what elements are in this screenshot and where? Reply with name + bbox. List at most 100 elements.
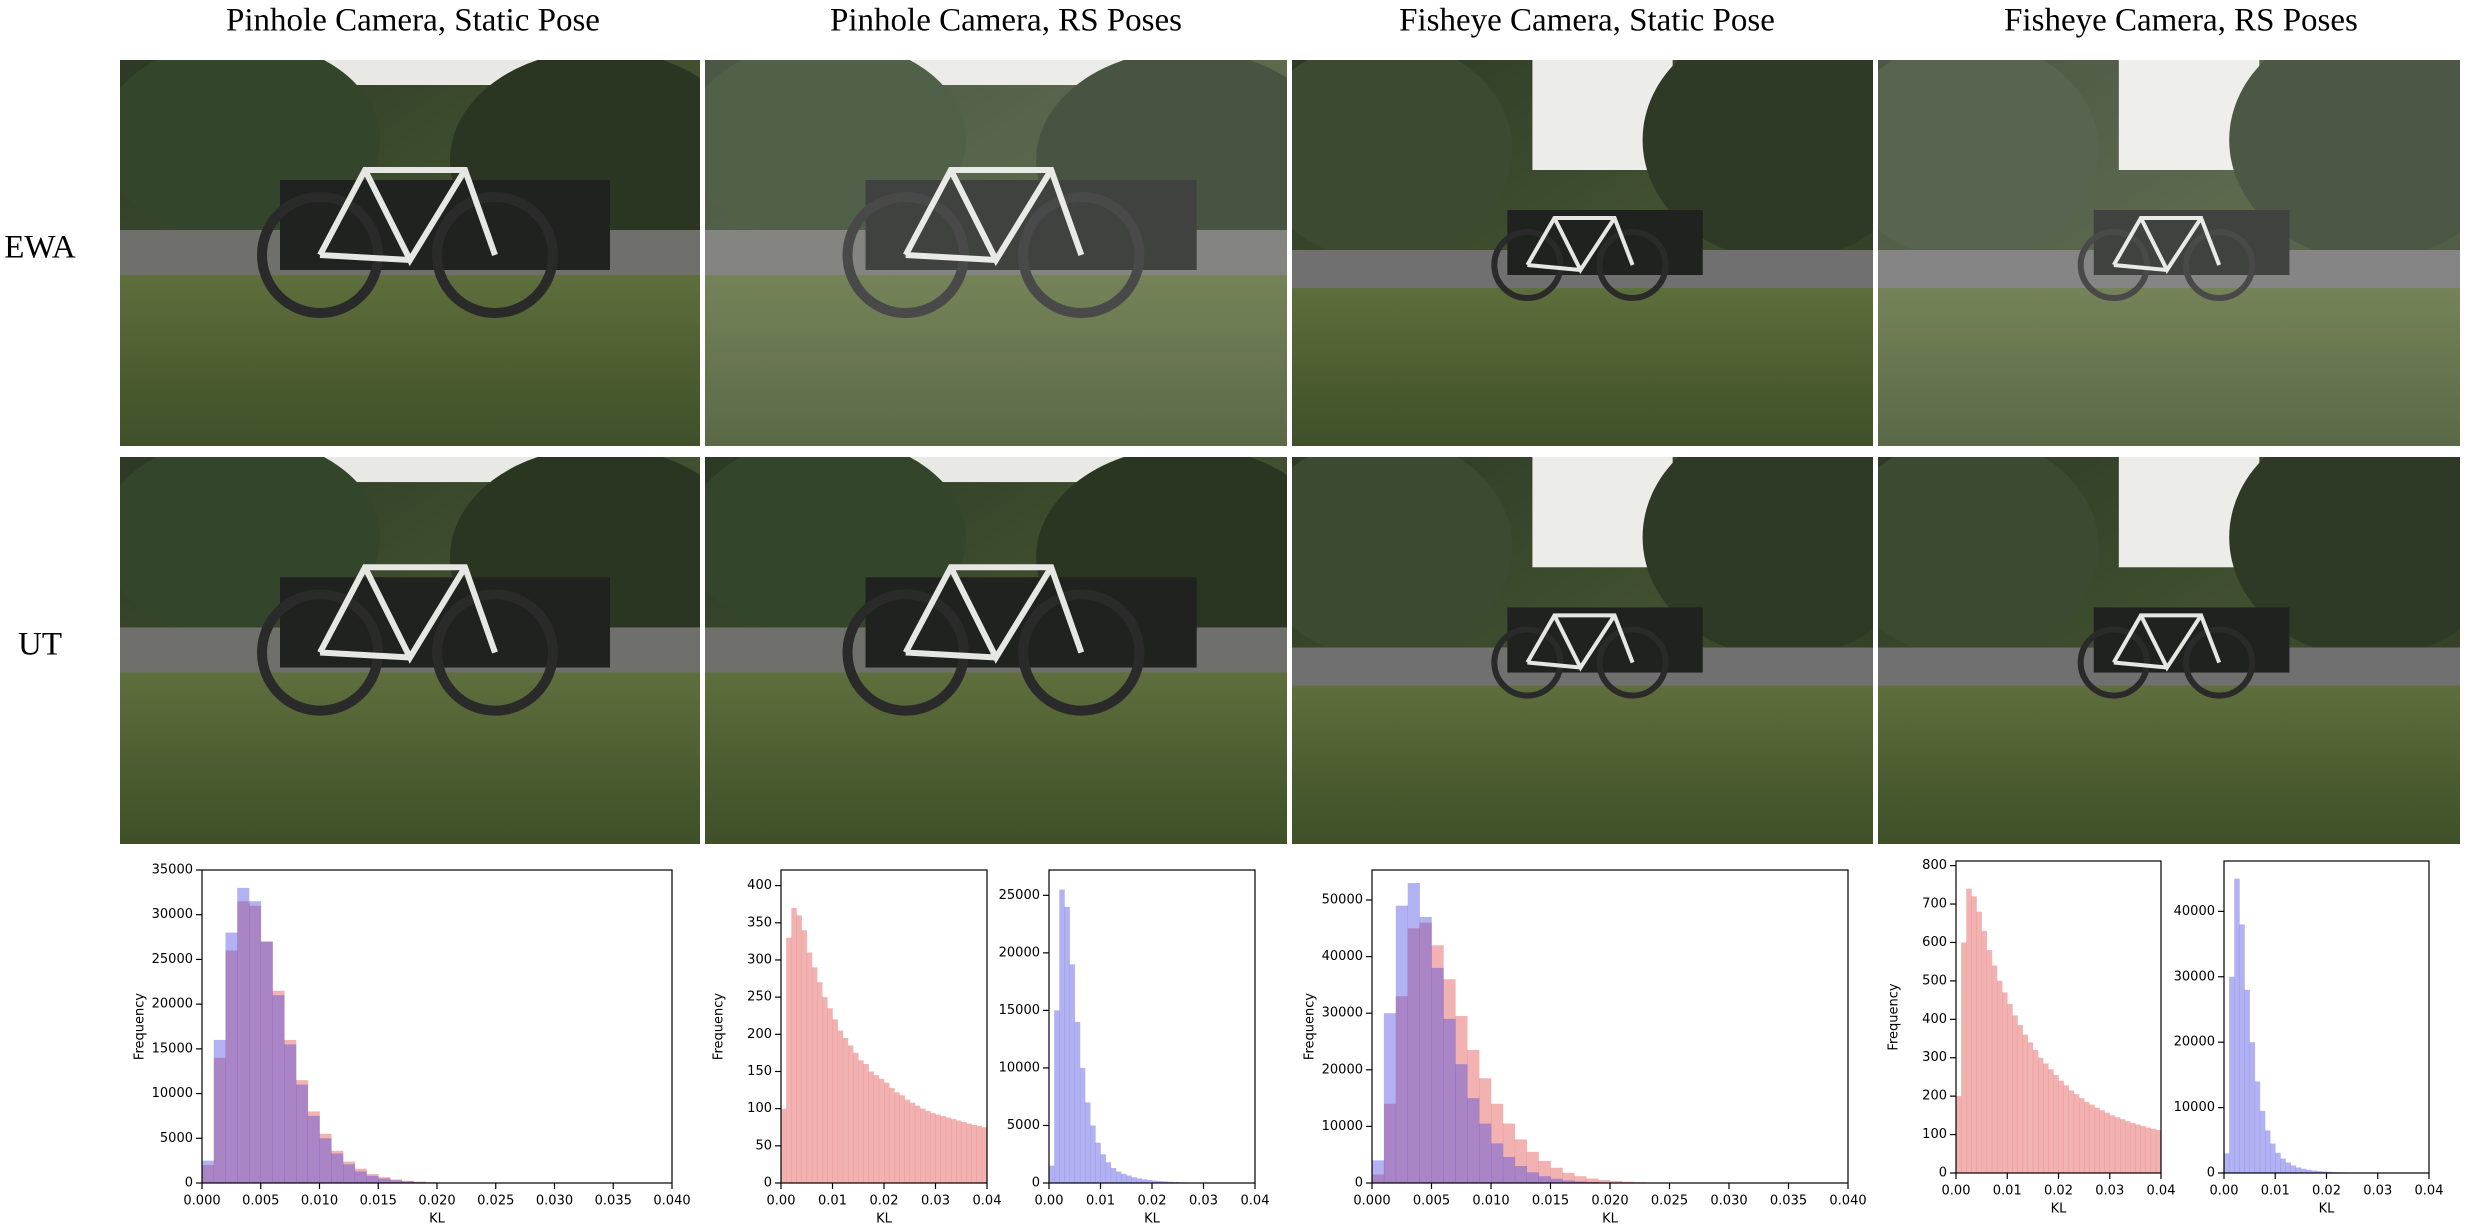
y-tick-label: 30000 bbox=[152, 907, 193, 922]
histogram-bar bbox=[1976, 911, 1982, 1173]
histogram-bar bbox=[1586, 1178, 1599, 1183]
histogram-bar bbox=[1167, 1181, 1173, 1183]
histogram-bar bbox=[1961, 942, 1967, 1173]
histogram-bar bbox=[2053, 1075, 2059, 1173]
render-image bbox=[1838, 417, 2472, 844]
histogram-bar bbox=[1598, 1180, 1611, 1183]
x-tick-label: 0.020 bbox=[1591, 1194, 1628, 1209]
x-tick-label: 0.01 bbox=[818, 1194, 847, 1209]
histogram-bar bbox=[237, 887, 250, 1183]
y-axis-label: Frequency bbox=[712, 993, 727, 1060]
histogram-bar bbox=[1514, 1166, 1527, 1183]
histogram-bar bbox=[1136, 1178, 1142, 1183]
histogram-bar bbox=[1069, 964, 1076, 1183]
y-tick-label: 0 bbox=[2207, 1166, 2215, 1181]
x-tick-label: 0.020 bbox=[418, 1194, 455, 1209]
histogram-bar bbox=[904, 1099, 911, 1183]
histogram-bar bbox=[1095, 1142, 1101, 1183]
y-tick-label: 30000 bbox=[1322, 1006, 1363, 1021]
histogram-bar bbox=[935, 1114, 941, 1183]
x-tick-label: 0.03 bbox=[921, 1194, 950, 1209]
x-tick-label: 0.02 bbox=[2044, 1184, 2073, 1199]
histogram: 0.00 0.01 0.02 0.03 0.04 0 100 200 300 400 500 600 7… bbox=[1887, 858, 2176, 1216]
x-tick-label: 0.025 bbox=[477, 1194, 514, 1209]
histograms: 0.000 0.005 0.010 0.015 0.020 0.025 0.030 0.035… bbox=[133, 858, 2444, 1226]
x-tick-label: 0.035 bbox=[1770, 1194, 1807, 1209]
histogram-bar bbox=[2022, 1034, 2029, 1173]
histogram-bar bbox=[1538, 1176, 1551, 1183]
y-tick-label: 200 bbox=[1922, 1089, 1947, 1104]
histogram-bar bbox=[847, 1045, 854, 1183]
row-label: UT bbox=[18, 627, 62, 663]
histogram-bar bbox=[390, 1180, 403, 1183]
x-tick-label: 0.005 bbox=[1413, 1194, 1450, 1209]
histogram-bar bbox=[914, 1105, 921, 1183]
histogram-bar bbox=[249, 901, 262, 1183]
render-image bbox=[1838, 20, 2472, 446]
histogram-bar bbox=[1502, 1123, 1516, 1183]
histogram-bar bbox=[366, 1175, 379, 1183]
histogram-bar bbox=[1141, 1179, 1148, 1183]
histogram-bar bbox=[2017, 1025, 2023, 1173]
histogram-bar bbox=[889, 1087, 895, 1183]
render-image bbox=[685, 40, 1337, 446]
histogram-bar bbox=[378, 1178, 391, 1183]
y-axis-label: Frequency bbox=[133, 993, 148, 1060]
histogram-bar bbox=[2270, 1143, 2276, 1173]
histogram-bar bbox=[966, 1123, 972, 1183]
histogram-bar bbox=[284, 1039, 297, 1183]
histogram-bar bbox=[1479, 1078, 1492, 1183]
histogram-bar bbox=[2130, 1123, 2136, 1173]
histogram-bar bbox=[1526, 1151, 1539, 1183]
x-tick-label: 0.035 bbox=[595, 1194, 632, 1209]
y-tick-label: 0 bbox=[1032, 1176, 1040, 1191]
x-tick-label: 0.03 bbox=[1189, 1194, 1218, 1209]
histogram-bar bbox=[1467, 1049, 1480, 1183]
histogram-bar bbox=[296, 1084, 309, 1183]
histogram: 0.00 0.01 0.02 0.03 0.04 0 10000 20000 30000 4000… bbox=[2174, 860, 2444, 1217]
histogram-bar bbox=[1162, 1181, 1168, 1183]
x-tick-label: 0.04 bbox=[2147, 1184, 2176, 1199]
y-tick-label: 20000 bbox=[1322, 1062, 1363, 1077]
histogram-bar bbox=[945, 1117, 952, 1183]
histogram-bar bbox=[2295, 1167, 2302, 1173]
x-tick-label: 0.030 bbox=[1710, 1194, 1747, 1209]
column-title: Fisheye Camera, RS Poses bbox=[2004, 3, 2358, 39]
y-tick-label: 15000 bbox=[999, 1003, 1040, 1018]
histogram-bar bbox=[272, 995, 285, 1183]
histogram-bar bbox=[2032, 1050, 2039, 1173]
histogram-bar bbox=[806, 952, 813, 1183]
x-tick-label: 0.005 bbox=[242, 1194, 279, 1209]
histogram-bar bbox=[930, 1113, 936, 1183]
y-tick-label: 5000 bbox=[160, 1131, 193, 1146]
histogram-bar bbox=[1574, 1176, 1587, 1183]
histogram-bar bbox=[2002, 992, 2008, 1173]
render-image bbox=[100, 40, 750, 446]
histogram-bar bbox=[863, 1064, 869, 1183]
x-axis-label: KL bbox=[2319, 1202, 2336, 1217]
x-tick-label: 0.030 bbox=[536, 1194, 573, 1209]
histogram-bar bbox=[1085, 1102, 1091, 1183]
y-tick-label: 200 bbox=[747, 1027, 772, 1042]
y-tick-label: 300 bbox=[747, 952, 772, 967]
histogram-bar bbox=[2084, 1101, 2090, 1173]
histogram-bar bbox=[884, 1082, 890, 1183]
histogram-bar bbox=[822, 997, 828, 1183]
y-tick-label: 30000 bbox=[2174, 969, 2215, 984]
histogram-bar bbox=[1997, 980, 2003, 1173]
x-tick-label: 0.010 bbox=[301, 1194, 338, 1209]
histogram-bar bbox=[1991, 965, 1998, 1173]
histogram-bar bbox=[1157, 1181, 1163, 1183]
y-tick-label: 700 bbox=[1922, 897, 1947, 912]
histogram-bar bbox=[378, 1177, 391, 1183]
column-title: Pinhole Camera, RS Poses bbox=[830, 3, 1182, 39]
histogram-bar bbox=[2145, 1127, 2152, 1173]
histogram-bar bbox=[1502, 1156, 1516, 1183]
histogram-bar bbox=[1443, 979, 1456, 1183]
histogram-bar bbox=[1971, 896, 1977, 1173]
x-tick-label: 0.04 bbox=[1241, 1194, 1270, 1209]
x-tick-label: 0.04 bbox=[2415, 1184, 2444, 1199]
x-tick-label: 0.000 bbox=[1353, 1194, 1390, 1209]
histogram-bar bbox=[343, 1164, 356, 1183]
